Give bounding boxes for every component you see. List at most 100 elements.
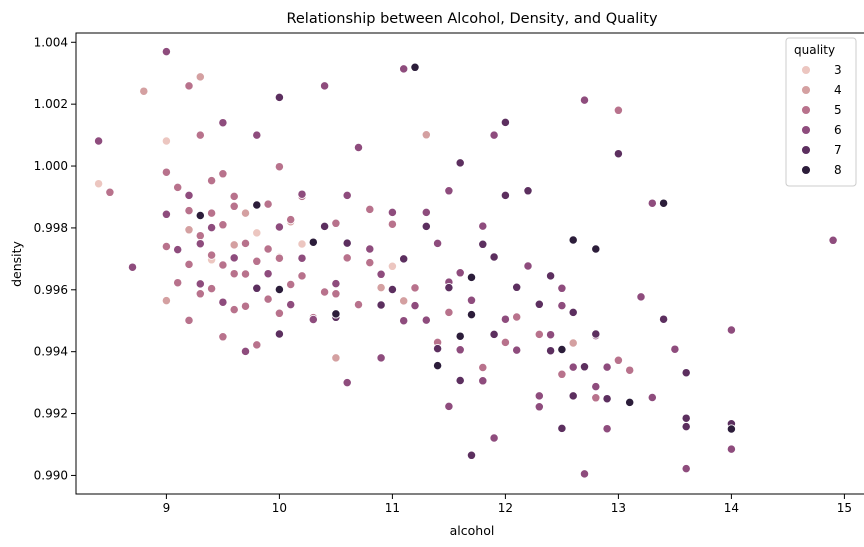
data-point-quality-6 (500, 314, 511, 324)
data-point-quality-4 (331, 353, 341, 363)
data-point-quality-6 (444, 186, 454, 196)
y-tick-label: 1.004 (34, 35, 68, 49)
data-point-quality-6 (444, 401, 454, 412)
data-point-quality-7 (319, 221, 330, 232)
data-point-quality-5 (184, 259, 194, 270)
data-point-quality-6 (523, 261, 533, 271)
data-point-quality-5 (274, 253, 285, 263)
legend-marker-8 (801, 165, 811, 175)
data-point-quality-4 (399, 296, 409, 306)
data-point-quality-5 (286, 214, 296, 225)
data-point-quality-4 (161, 295, 172, 306)
x-tick-label: 14 (724, 501, 739, 515)
data-point-quality-6 (365, 244, 375, 254)
data-point-quality-5 (500, 337, 511, 348)
data-point-quality-5 (229, 201, 239, 211)
data-point-quality-6 (421, 315, 431, 325)
data-point-quality-6 (636, 292, 646, 302)
x-tick-label: 15 (837, 501, 852, 515)
data-point-quality-7 (274, 92, 285, 103)
data-point-quality-7 (455, 375, 465, 386)
data-point-quality-5 (173, 278, 183, 288)
data-point-quality-7 (658, 314, 669, 324)
data-point-quality-6 (263, 269, 273, 279)
data-point-quality-5 (105, 187, 115, 197)
data-point-quality-6 (579, 469, 590, 479)
data-point-quality-6 (353, 142, 364, 153)
data-point-quality-5 (240, 238, 251, 249)
x-tick-label: 12 (498, 501, 513, 515)
data-point-quality-6 (489, 433, 499, 443)
data-point-quality-8 (568, 235, 578, 245)
data-point-quality-5 (206, 208, 217, 218)
data-point-quality-5 (591, 393, 601, 403)
data-point-quality-5 (286, 279, 296, 290)
chart-title: Relationship between Alcohol, Density, a… (286, 11, 657, 27)
legend-marker-5 (801, 105, 811, 115)
data-point-quality-6 (161, 46, 172, 57)
legend-box (785, 37, 857, 187)
data-point-quality-6 (726, 444, 737, 454)
data-point-quality-6 (647, 392, 657, 403)
data-point-quality-6 (512, 345, 522, 355)
data-point-quality-7 (432, 343, 443, 354)
data-point-quality-5 (512, 312, 522, 322)
y-tick-label: 1.000 (34, 159, 68, 173)
data-point-quality-6 (557, 300, 567, 311)
data-point-quality-7 (421, 221, 431, 232)
data-point-quality-5 (206, 175, 217, 186)
data-point-quality-5 (342, 253, 352, 263)
data-point-quality-6 (534, 402, 544, 412)
data-point-quality-5 (557, 369, 567, 379)
data-point-quality-5 (625, 365, 635, 375)
data-point-quality-5 (240, 301, 251, 311)
legend-label-5: 5 (834, 103, 842, 117)
data-point-quality-5 (410, 283, 420, 293)
data-point-quality-8 (466, 272, 477, 283)
data-point-quality-5 (297, 271, 307, 281)
data-point-quality-5 (195, 289, 205, 299)
data-point-quality-7 (545, 271, 556, 281)
data-point-quality-6 (240, 346, 251, 357)
data-point-quality-5 (195, 231, 205, 241)
data-point-quality-3 (93, 179, 104, 189)
data-point-quality-5 (613, 105, 624, 115)
data-point-quality-6 (297, 189, 307, 199)
data-point-quality-5 (331, 218, 341, 228)
data-point-quality-6 (681, 463, 691, 474)
data-point-quality-3 (161, 136, 172, 146)
data-point-quality-5 (444, 307, 454, 318)
data-point-quality-6 (342, 377, 352, 388)
data-point-quality-7 (545, 346, 556, 356)
x-tick-label: 9 (163, 501, 171, 515)
data-point-quality-6 (647, 198, 657, 208)
data-point-quality-5 (319, 287, 330, 297)
data-point-quality-4 (240, 208, 251, 218)
data-point-quality-5 (252, 340, 262, 350)
data-point-quality-7 (534, 299, 544, 309)
data-point-quality-5 (331, 289, 341, 299)
legend: quality 3 4 5 6 7 8 (785, 37, 857, 187)
data-point-quality-8 (591, 244, 601, 254)
data-point-quality-5 (184, 315, 194, 326)
data-point-quality-8 (557, 344, 567, 355)
data-point-quality-8 (308, 237, 318, 247)
data-point-quality-8 (726, 424, 737, 434)
data-point-quality-5 (274, 308, 285, 318)
data-point-quality-6 (206, 222, 217, 233)
data-point-quality-7 (387, 284, 398, 295)
data-point-quality-3 (252, 228, 262, 238)
data-point-quality-5 (161, 241, 172, 252)
data-point-quality-5 (274, 162, 285, 172)
data-point-quality-6 (489, 130, 499, 140)
data-point-quality-7 (252, 283, 262, 293)
data-point-quality-5 (534, 329, 544, 340)
legend-label-6: 6 (834, 123, 842, 137)
data-point-quality-7 (613, 149, 624, 159)
legend-title: quality (794, 43, 835, 57)
data-point-quality-3 (387, 261, 398, 271)
data-point-quality-4 (229, 240, 239, 250)
data-point-quality-7 (489, 252, 499, 262)
data-point-quality-6 (376, 269, 386, 279)
data-point-quality-6 (591, 381, 601, 392)
